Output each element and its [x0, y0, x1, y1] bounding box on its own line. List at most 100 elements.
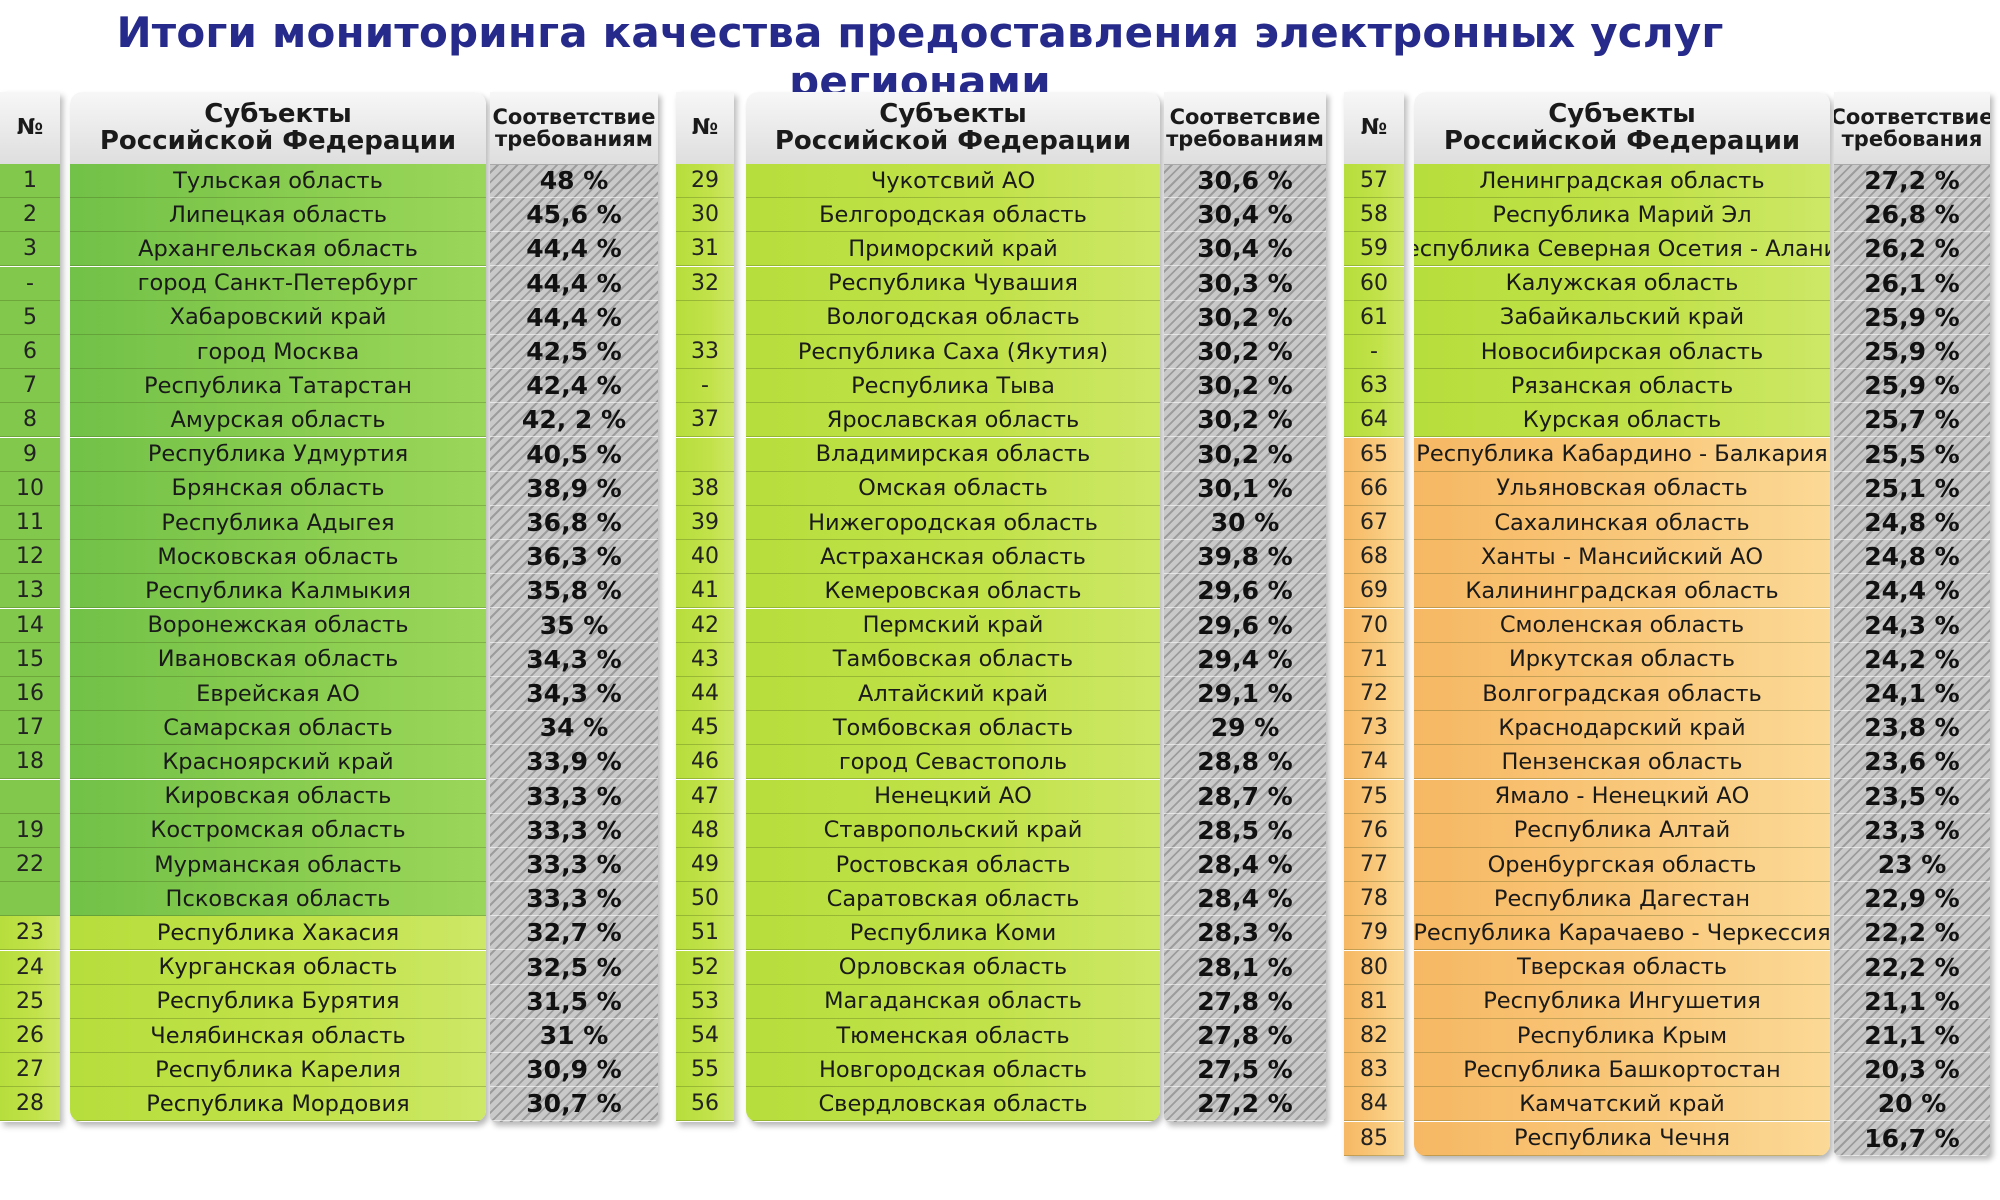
compliance-value: 30,2 % [1164, 438, 1326, 472]
subject-name: Тюменская область [746, 1019, 1160, 1053]
subject-name: Республика Коми [746, 916, 1160, 951]
compliance-value: 23,6 % [1834, 745, 1990, 780]
number-column: № 29 30 31 32 33-37 38 39 40 41 42 43 44 45 46 47 48 49 5… [676, 92, 734, 1122]
subject-name: Забайкальский край [1414, 300, 1830, 335]
compliance-value: 34,3 % [490, 643, 658, 677]
subject-name: Еврейская АО [70, 677, 486, 711]
compliance-header-line2: требованиям [1166, 127, 1324, 151]
row-number: 28 [0, 1087, 60, 1122]
subject-name: Саратовская область [746, 882, 1160, 917]
row-number: 83 [1344, 1053, 1404, 1088]
compliance-value: 28,4 % [1164, 848, 1326, 882]
row-number: 54 [676, 1019, 734, 1053]
subject-name: Калининградская область [1414, 574, 1830, 609]
row-number: 64 [1344, 403, 1404, 438]
subject-name: Костромская область [70, 813, 486, 848]
row-number: 73 [1344, 711, 1404, 746]
row-number [0, 779, 60, 814]
subject-header-line1: Субъекты [204, 98, 352, 129]
subject-column: Субъекты Российской Федерации Чукотсвий … [746, 92, 1160, 1122]
compliance-value: 31 % [490, 1019, 658, 1053]
compliance-header-line1: Соответствие [492, 104, 656, 129]
row-number: 84 [1344, 1087, 1404, 1122]
row-number: 15 [0, 642, 60, 677]
compliance-value: 32,5 % [490, 951, 658, 985]
compliance-value: 33,3 % [490, 848, 658, 882]
row-number: 80 [1344, 950, 1404, 985]
row-number: 81 [1344, 984, 1404, 1019]
subject-name: Челябинская область [70, 1019, 486, 1053]
compliance-value: 22,9 % [1834, 882, 1990, 917]
row-number: 23 [0, 916, 60, 951]
row-number: 51 [676, 916, 734, 951]
subject-name: Нижегородская область [746, 506, 1160, 540]
subject-name: Ямало - Ненецкий АО [1414, 779, 1830, 814]
subject-name: Пензенская область [1414, 745, 1830, 780]
row-number: 6 [0, 335, 60, 369]
subject-name: Республика Кабардино - Балкария [1414, 437, 1830, 472]
compliance-value: 36,8 % [490, 506, 658, 540]
compliance-value: 21,1 % [1834, 1019, 1990, 1053]
row-number: 26 [0, 1019, 60, 1053]
subject-name: Республика Удмуртия [70, 437, 486, 472]
row-number [676, 437, 734, 472]
subject-header-line2: Российской Федерации [774, 126, 1132, 156]
compliance-value: 30,6 % [1164, 164, 1326, 198]
subject-name: Пермский край [746, 608, 1160, 643]
subject-header-line1: Субъекты [879, 98, 1027, 129]
row-number: 59 [1344, 232, 1404, 267]
compliance-value: 35,8 % [490, 574, 658, 609]
subject-name: Ненецкий АО [746, 779, 1160, 814]
row-number: 55 [676, 1053, 734, 1088]
row-number: 58 [1344, 198, 1404, 233]
compliance-value: 45,6 % [490, 198, 658, 233]
compliance-value: 28,4 % [1164, 882, 1326, 917]
subject-name: Смоленская область [1414, 608, 1830, 643]
compliance-header-line2: требованиям [495, 127, 653, 151]
compliance-value: 20,3 % [1834, 1053, 1990, 1088]
compliance-column: Соответсвие требованиям 30,6 % 30,4 % 30,4… [1164, 92, 1326, 1122]
row-number: 49 [676, 848, 734, 882]
compliance-value: 38,9 % [490, 472, 658, 506]
compliance-value: 24,3 % [1834, 609, 1990, 643]
row-number: 3 [0, 232, 60, 267]
subject-name: Тульская область [70, 164, 486, 198]
row-number: 5 [0, 300, 60, 335]
subject-header-line2: Российской Федерации [1443, 126, 1801, 156]
subject-name: Московская область [70, 540, 486, 575]
compliance-value: 25,7 % [1834, 403, 1990, 438]
row-number: 22 [0, 848, 60, 882]
compliance-value: 29 % [1164, 711, 1326, 746]
subject-name: Брянская область [70, 471, 486, 506]
compliance-value: 28,3 % [1164, 916, 1326, 951]
subject-name: Кировская область [70, 779, 486, 814]
subject-name: Астраханская область [746, 540, 1160, 575]
row-number: 8 [0, 403, 60, 438]
compliance-value: 24,1 % [1834, 677, 1990, 711]
subject-name: Псковская область [70, 882, 486, 917]
subject-name: Ханты - Мансийский АО [1414, 540, 1830, 575]
row-number: 43 [676, 642, 734, 677]
compliance-value: 23,8 % [1834, 711, 1990, 746]
compliance-header-line1: Соответсвие [1169, 104, 1321, 129]
subject-name: Ивановская область [70, 642, 486, 677]
subject-name: Алтайский край [746, 677, 1160, 711]
compliance-value: 33,9 % [490, 745, 658, 780]
compliance-header: Соответствие требованиям [490, 92, 658, 165]
compliance-value: 23 % [1834, 848, 1990, 882]
subject-header: Субъекты Российской Федерации [746, 92, 1160, 165]
row-number: 65 [1344, 437, 1404, 472]
compliance-value: 23,5 % [1834, 780, 1990, 814]
row-number: 60 [1344, 266, 1404, 301]
subject-name: Рязанская область [1414, 369, 1830, 404]
subject-name: Приморский край [746, 232, 1160, 267]
row-number: 9 [0, 437, 60, 472]
subject-name: Ростовская область [746, 848, 1160, 882]
row-number: - [0, 266, 60, 301]
compliance-value: 32,7 % [490, 916, 658, 951]
subject-name: Свердловская область [746, 1087, 1160, 1122]
row-number: 38 [676, 471, 734, 506]
subject-header: Субъекты Российской Федерации [1414, 92, 1830, 165]
subject-name: Республика Адыгея [70, 506, 486, 540]
compliance-value: 44,4 % [490, 301, 658, 335]
